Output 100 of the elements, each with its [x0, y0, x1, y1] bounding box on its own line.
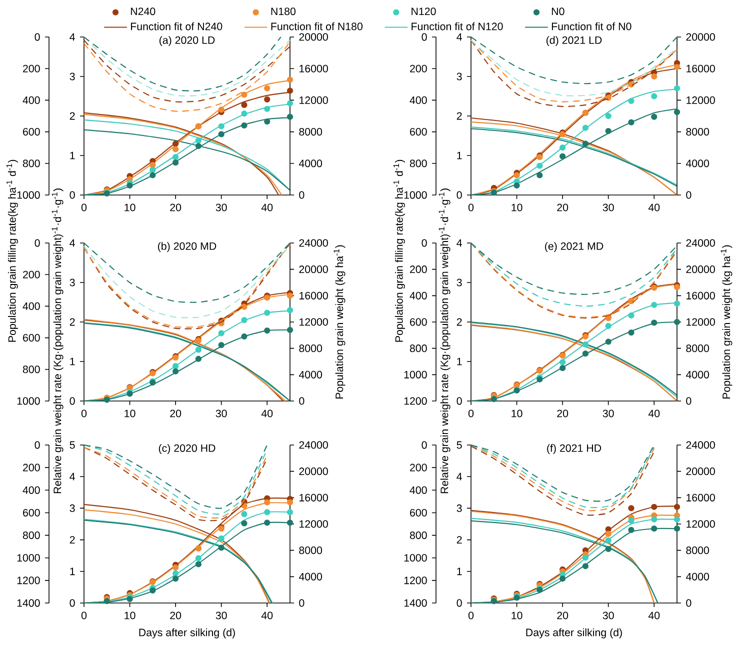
y-tick-label: 1 [457, 358, 462, 366]
y2-tick-label: 4000 [298, 572, 322, 580]
y2-tick-label: 8000 [299, 128, 322, 136]
y2-tick-label: 20000 [686, 468, 715, 476]
x-tick-label: 10 [512, 410, 522, 418]
y2-tick-label: 4000 [298, 370, 322, 378]
y3-tick-label: 600 [410, 318, 427, 326]
y2-tick-label: 4000 [686, 572, 710, 580]
y3-tick-label: 400 [22, 96, 40, 104]
y-tick-label: 3 [70, 72, 75, 80]
x-tick-label: 40 [648, 410, 660, 418]
y3-tick-label: 1400 [404, 599, 427, 607]
y3-tick-label: 200 [410, 266, 427, 274]
y-tick-label: 3 [70, 504, 75, 512]
y3-tick-label: 400 [410, 486, 427, 494]
x-tick-label: 10 [124, 612, 136, 620]
legend-label: Function fit of N240 [130, 22, 222, 30]
x-tick-label: 0 [468, 204, 474, 212]
y3-tick-label: 0 [422, 239, 427, 247]
y3-tick-label: 400 [22, 486, 40, 494]
x-tick-label: 0 [81, 612, 87, 620]
y-tick-label: 0 [70, 599, 75, 607]
x-axis-title: Days after silking (d) [526, 628, 622, 638]
x-tick-label: 30 [602, 612, 614, 620]
y2-axis-title: Population grain weight (kg ha$^{-1}$) [334, 245, 346, 399]
y3-tick-label: 1000 [17, 397, 40, 405]
legend-label: N0 [552, 8, 564, 16]
y-tick-label: 4 [70, 239, 75, 247]
legend-label: Function fit of N180 [271, 22, 363, 30]
y-tick-label: 1 [457, 568, 462, 576]
y2-tick-label: 20000 [299, 33, 328, 41]
y3-tick-label: 200 [410, 464, 427, 472]
x-tick-label: 30 [216, 612, 227, 620]
y3-tick-label: 800 [22, 160, 40, 168]
y-axis-title: Relative grain weight rate (Kg·(population grain weight)$^{-1}$·d$^{-1}$·g$^{-1}$) [438, 188, 450, 494]
y3-tick-label: 1200 [17, 576, 40, 584]
y3-tick-label: 0 [422, 33, 427, 41]
y2-tick-label: 4000 [686, 370, 710, 378]
y-tick-label: 1 [70, 358, 75, 366]
y3-axis-title: Population grain filling rate(kg ha$^{-1}$ d$^{-1}$) [393, 160, 405, 342]
y-tick-label: 1 [70, 568, 75, 576]
y2-tick-label: 24000 [686, 441, 715, 449]
y3-tick-label: 0 [34, 441, 40, 449]
y2-axis-title: Population grain weight (kg ha$^{-1}$) [720, 245, 732, 399]
x-tick-label: 40 [261, 410, 273, 418]
y-tick-label: 0 [70, 397, 75, 405]
y-tick-label: 3 [456, 504, 462, 512]
y2-tick-label: 8000 [686, 546, 710, 554]
y3-axis-title: Population grain filling rate(kg ha$^{-1}$ d$^{-1}$) [6, 160, 18, 342]
x-tick-label: 20 [557, 612, 568, 620]
y2-tick-label: 8000 [299, 546, 322, 554]
x-tick-label: 40 [261, 204, 273, 212]
y2-tick-label: 12000 [300, 520, 328, 528]
y-tick-label: 2 [456, 536, 462, 544]
y-tick-label: 1 [457, 152, 462, 160]
y3-tick-label: 0 [34, 33, 40, 41]
chart-title: (b) 2020 MD [158, 242, 216, 252]
x-tick-label: 10 [512, 612, 522, 620]
x-tick-label: 40 [648, 204, 660, 212]
x-tick-label: 30 [602, 410, 614, 418]
y3-tick-label: 800 [410, 160, 427, 168]
y2-tick-label: 16000 [300, 292, 328, 300]
y2-tick-label: 4000 [686, 160, 710, 168]
y3-tick-label: 200 [23, 64, 40, 72]
y2-tick-label: 12000 [686, 520, 715, 528]
y-tick-label: 4 [456, 472, 462, 480]
x-tick-label: 30 [602, 204, 614, 212]
chart-title: (a) 2020 LD [160, 36, 215, 46]
x-tick-label: 20 [170, 612, 182, 620]
y2-tick-label: 16000 [686, 494, 715, 502]
y-tick-label: 3 [70, 278, 75, 286]
y3-tick-label: 600 [410, 508, 427, 516]
legend-label: N120 [412, 8, 436, 16]
x-tick-label: 40 [261, 612, 273, 620]
y2-tick-label: 12000 [300, 318, 328, 326]
chart-title: (f) 2021 HD [547, 444, 602, 454]
y2-tick-label: 0 [686, 599, 692, 607]
y2-tick-label: 16000 [686, 292, 715, 300]
y2-tick-label: 8000 [299, 344, 322, 352]
y3-tick-label: 200 [23, 464, 40, 472]
y3-tick-label: 0 [34, 239, 40, 247]
x-tick-label: 0 [81, 204, 87, 212]
y2-tick-label: 12000 [300, 96, 328, 104]
x-tick-label: 10 [124, 204, 136, 212]
y-tick-label: 0 [70, 191, 75, 199]
y2-tick-label: 20000 [686, 33, 715, 41]
y-tick-label: 3 [456, 72, 462, 80]
y-tick-label: 1 [70, 152, 75, 160]
x-tick-label: 20 [557, 204, 568, 212]
y2-tick-label: 0 [299, 191, 304, 199]
x-tick-label: 10 [124, 410, 136, 418]
legend-label: N180 [271, 8, 296, 16]
y-tick-label: 4 [70, 33, 75, 41]
x-tick-label: 20 [170, 204, 182, 212]
y-tick-label: 3 [456, 278, 462, 286]
x-tick-label: 20 [557, 410, 568, 418]
y2-tick-label: 8000 [686, 128, 710, 136]
y3-tick-label: 800 [22, 532, 40, 540]
y2-tick-label: 8000 [686, 344, 710, 352]
y2-tick-label: 24000 [686, 239, 715, 247]
